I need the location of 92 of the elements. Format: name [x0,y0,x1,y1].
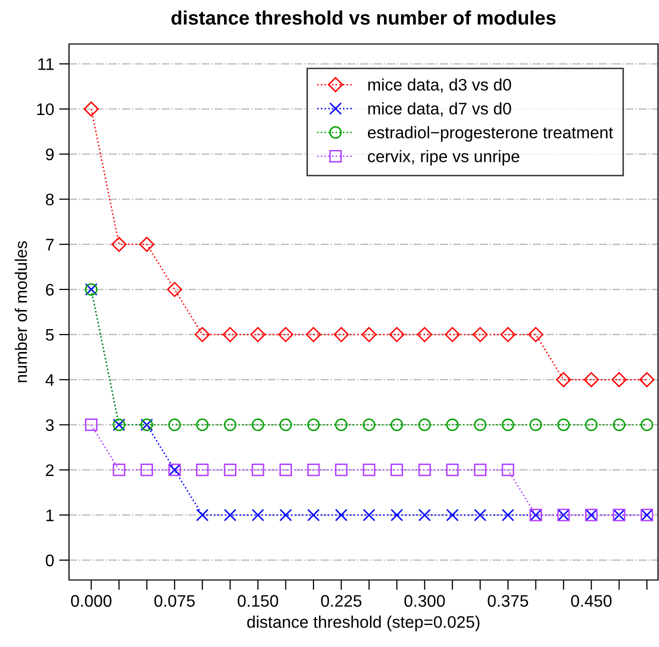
x-tick-label: 0.075 [154,595,195,607]
legend-label: mice data, d3 vs d0 [368,78,512,93]
point [640,418,654,432]
point [418,464,431,476]
point [444,326,460,342]
x-tick-label: 0.450 [571,595,612,607]
y-tick-label: 5 [46,329,54,341]
point [279,464,292,476]
point [362,418,376,432]
y-tick-label: 8 [46,194,54,206]
y-tick-label: 4 [46,374,54,386]
point [252,464,264,476]
point [362,508,376,522]
point [502,418,514,432]
point [585,418,598,432]
y-tick-label: 1 [46,510,54,522]
x-tick-label: 0.000 [71,595,112,607]
point [194,326,210,342]
point [250,326,266,342]
point [307,418,320,432]
point [168,418,181,432]
y-tick-label: 7 [46,238,54,250]
point [139,236,154,252]
point [224,464,236,476]
point [84,101,99,117]
point [390,508,404,522]
legend-label: estradiol−progesterone treatment [368,126,614,142]
point [418,418,431,432]
x-tick-label: 0.375 [488,595,528,607]
point [307,464,320,476]
y-tick-label: 2 [46,464,54,476]
x-axis-title: distance threshold (step=0.025) [247,616,480,632]
point [361,326,377,342]
legend-label: mice data, d7 vs d0 [368,102,512,116]
point [335,464,348,476]
y-tick-label: 6 [46,284,54,296]
point [84,418,98,432]
point [418,508,431,522]
y-tick-label: 9 [46,148,54,160]
point [557,418,570,432]
point [417,326,432,342]
point [362,464,376,476]
point [222,326,238,342]
point [502,464,514,476]
point [474,418,486,432]
point [335,418,348,432]
x-tick-label: 0.300 [404,595,445,607]
point [584,372,599,388]
point [252,418,264,432]
point [446,508,459,522]
point [279,418,292,432]
point [111,236,127,252]
point [474,464,486,476]
point [446,418,459,432]
legend-label: cervix, ripe vs unripe [368,150,520,166]
point [306,326,322,342]
point [224,418,236,432]
point [334,326,349,342]
point [167,282,182,298]
point [196,464,209,476]
point [612,418,626,432]
point [140,464,154,476]
point [446,464,459,476]
point [196,508,209,522]
point [335,508,348,522]
y-tick-label: 0 [46,554,54,566]
point [390,464,404,476]
x-tick-label: 0.150 [238,595,278,607]
point [474,508,486,522]
point [502,508,514,522]
chart-title: distance threshold vs number of modules [171,10,556,25]
y-axis-title: number of modules [14,241,28,382]
point [530,418,542,432]
point [252,508,264,522]
point [472,326,488,342]
point [528,326,544,342]
point [307,508,320,522]
y-tick-label: 11 [38,58,54,70]
point [390,418,404,432]
point [278,326,294,342]
point [556,372,572,388]
y-tick-label: 3 [46,419,54,431]
point [112,464,126,476]
point [389,326,404,342]
point [500,326,516,342]
point [279,508,292,522]
point [639,372,654,388]
y-tick-label: 10 [37,103,54,116]
point [196,418,209,432]
x-tick-label: 0.225 [321,595,362,607]
point [612,372,627,388]
point [224,508,236,522]
